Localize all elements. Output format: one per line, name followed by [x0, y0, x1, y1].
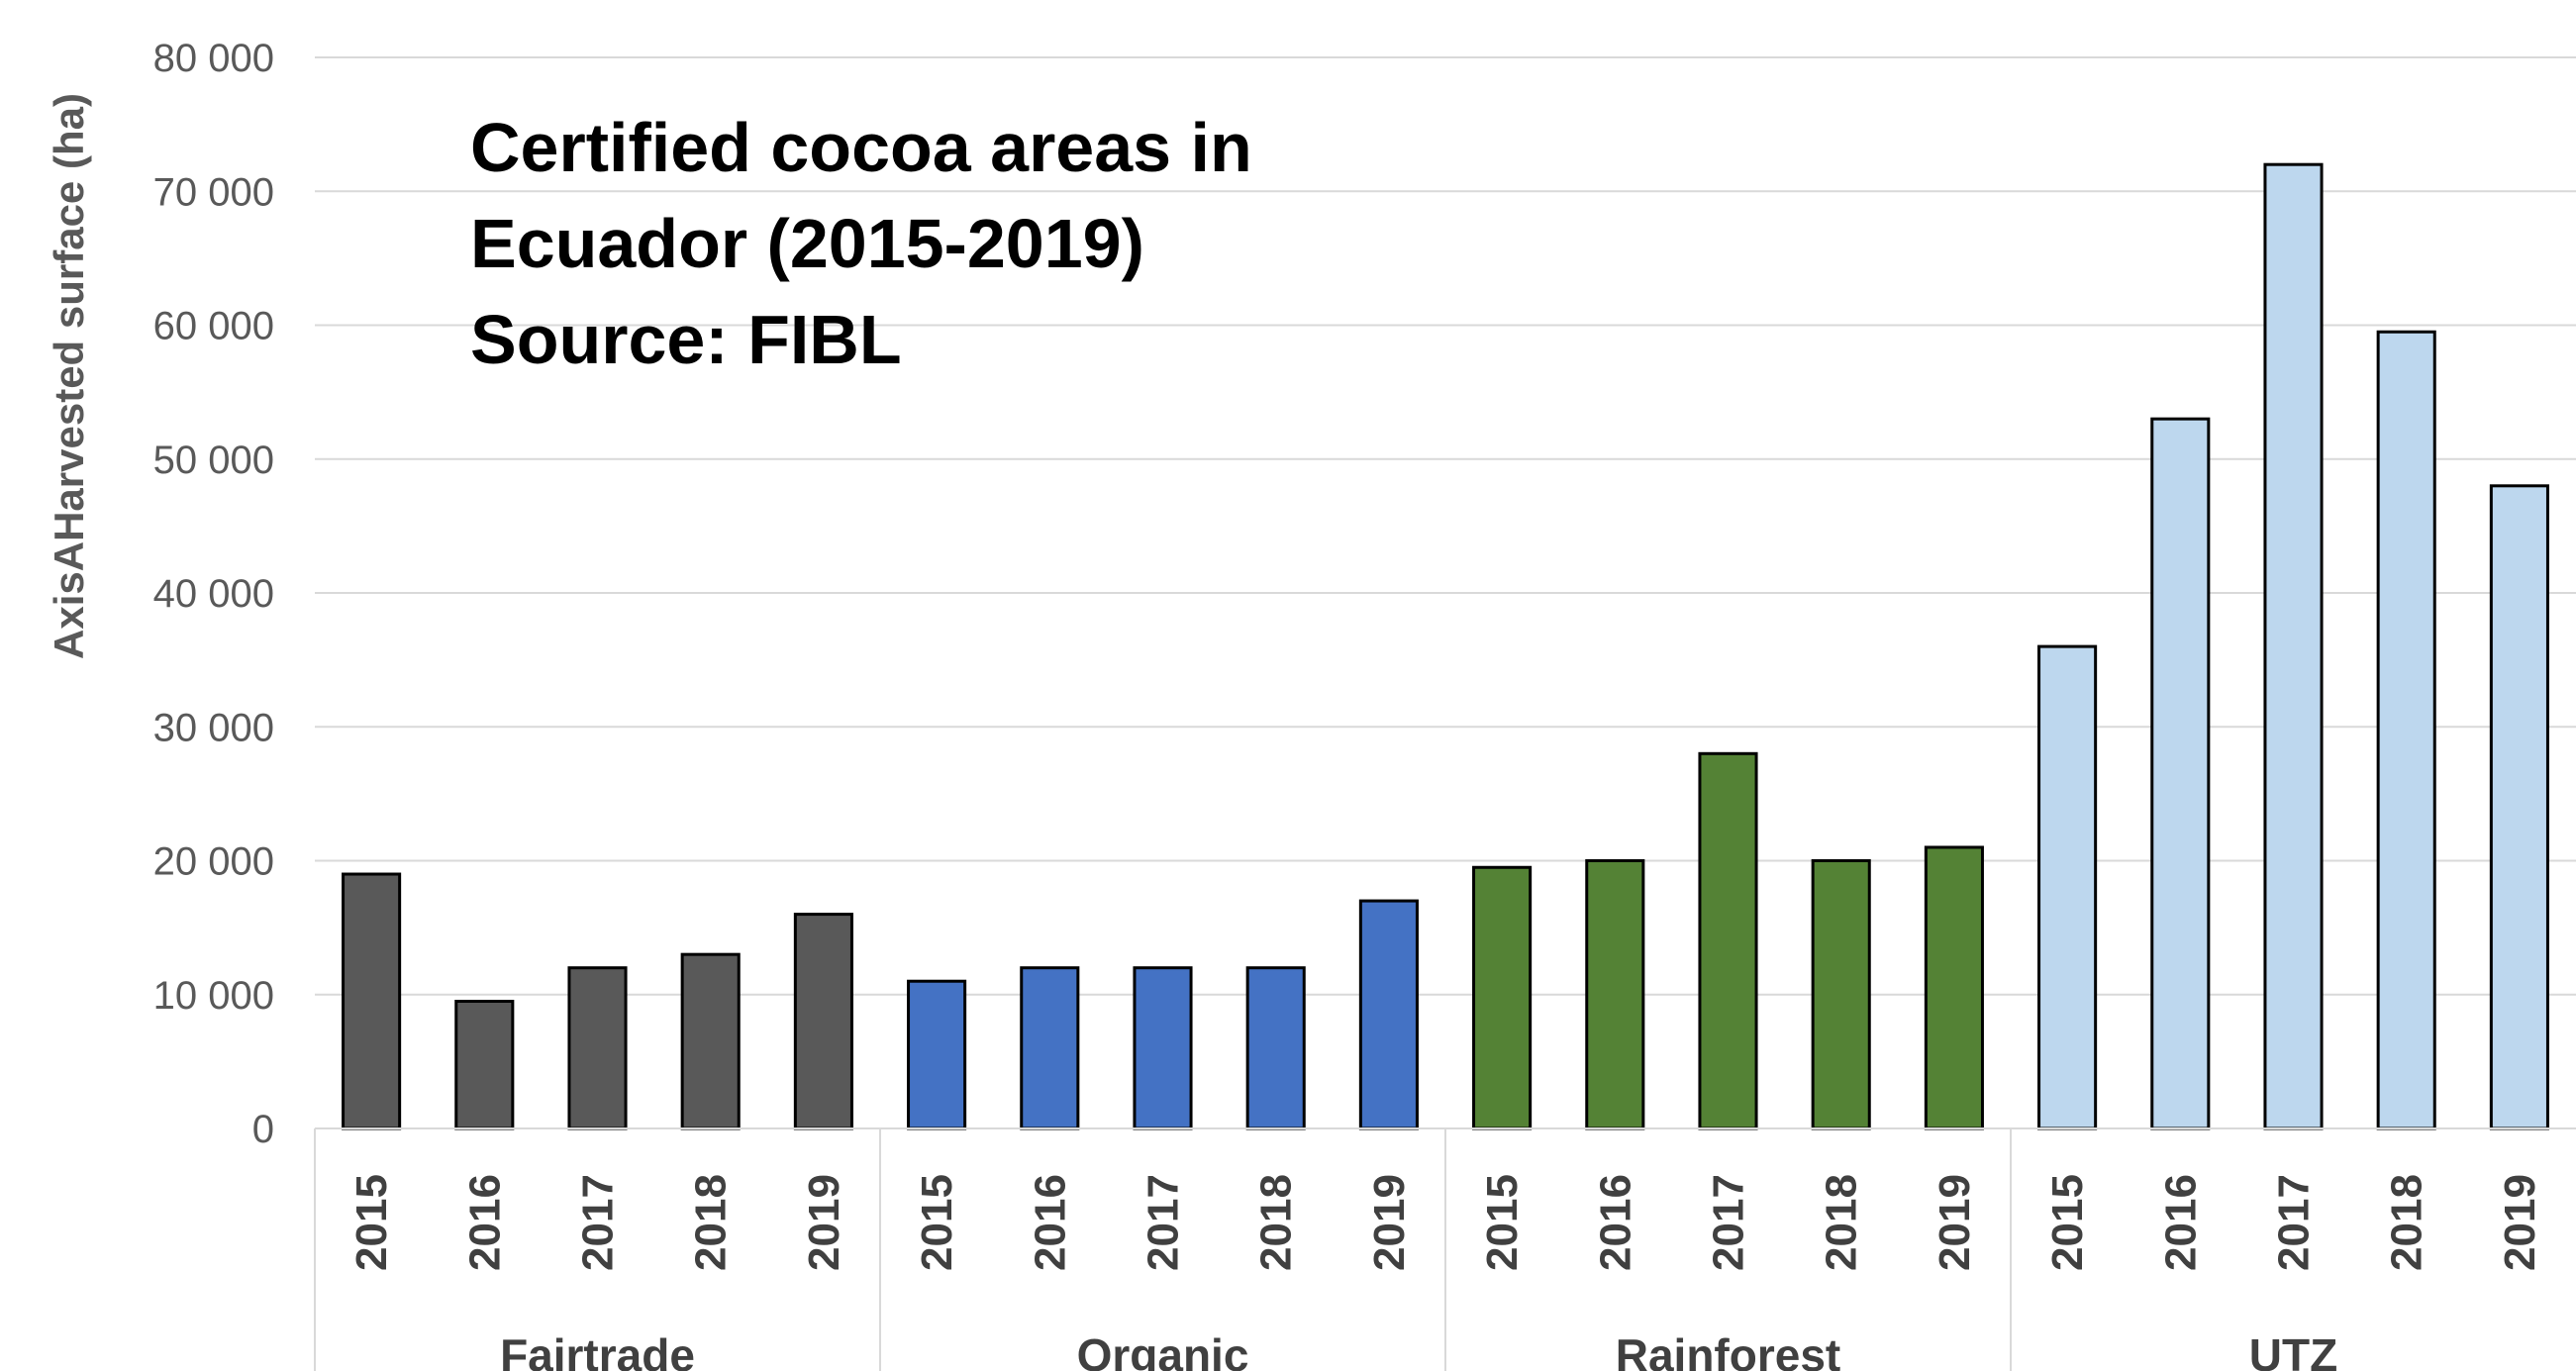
chart-title-line-1: Certified cocoa areas in	[470, 109, 1252, 186]
x-axis: 2015 2016 2017 2018 2019 Fairtrade 2015 2016 201…	[314, 1127, 2576, 1371]
x-tick-label: 2017	[574, 1174, 623, 1271]
x-tick-label: 2016	[2156, 1174, 2205, 1271]
bar-utz-2016	[2150, 417, 2211, 1130]
bar-rainforest-2019	[1924, 845, 1984, 1130]
bar-organic-2018	[1245, 966, 1306, 1130]
y-tick-label: 80 000	[153, 37, 274, 80]
x-tick-label: 2019	[2496, 1174, 2544, 1271]
group-label-fairtrade: Fairtrade	[500, 1329, 695, 1371]
bar-organic-2015	[907, 979, 967, 1130]
group-label-utz: UTZ	[2249, 1329, 2337, 1371]
x-tick-label: 2019	[1365, 1174, 1414, 1271]
bar-rainforest-2017	[1698, 751, 1758, 1130]
y-tick-label: 40 000	[153, 572, 274, 616]
x-tick-label: 2015	[913, 1174, 961, 1271]
x-tick-label: 2015	[1478, 1174, 1527, 1271]
y-tick-label: 60 000	[153, 305, 274, 348]
y-tick-label: 0	[252, 1108, 274, 1151]
x-tick-label: 2018	[1818, 1174, 1866, 1271]
x-tick-label: 2017	[2270, 1174, 2319, 1271]
bar-rainforest-2018	[1811, 859, 1871, 1130]
x-tick-label: 2017	[1705, 1174, 1753, 1271]
x-tick-label: 2015	[2043, 1174, 2092, 1271]
group-label-organic: Organic	[1077, 1329, 1249, 1371]
x-tick-label: 2018	[1252, 1174, 1301, 1271]
x-tick-label: 2019	[1931, 1174, 1979, 1271]
x-tick-label: 2017	[1139, 1174, 1188, 1271]
y-tick-label: 30 000	[153, 706, 274, 749]
bar-utz-2017	[2263, 162, 2324, 1130]
bar-utz-2015	[2037, 644, 2098, 1130]
group-label-rainforest: Rainforest	[1616, 1329, 1840, 1371]
x-tick-label: 2016	[1026, 1174, 1074, 1271]
bar-fairtrade-2017	[567, 966, 628, 1130]
x-tick-label: 2016	[1591, 1174, 1639, 1271]
bar-utz-2018	[2376, 330, 2436, 1130]
x-tick-label: 2016	[460, 1174, 509, 1271]
chart-title-line-2: Ecuador (2015-2019)	[470, 205, 1144, 282]
x-tick-label: 2019	[800, 1174, 848, 1271]
y-axis-title: AxisAHarvested surface (ha)	[46, 93, 92, 659]
bar-fairtrade-2019	[793, 913, 853, 1130]
bar-fairtrade-2015	[342, 872, 402, 1130]
bars	[342, 162, 2549, 1130]
bar-fairtrade-2018	[680, 952, 741, 1130]
y-axis-ticks: 0 10 000 20 000 30 000 40 000 50 000 60 000 70 …	[153, 37, 274, 1151]
x-tick-label: 2018	[687, 1174, 736, 1271]
y-tick-label: 10 000	[153, 974, 274, 1018]
bar-organic-2017	[1133, 966, 1193, 1130]
bar-organic-2019	[1358, 899, 1419, 1130]
bar-rainforest-2016	[1585, 859, 1645, 1130]
bar-rainforest-2015	[1472, 865, 1533, 1130]
bar-utz-2019	[2489, 484, 2549, 1130]
x-tick-label: 2018	[2383, 1174, 2431, 1271]
y-tick-label: 50 000	[153, 439, 274, 482]
bar-organic-2016	[1020, 966, 1080, 1130]
x-tick-label: 2015	[347, 1174, 396, 1271]
chart-title: Certified cocoa areas in Ecuador (2015-2…	[470, 109, 1252, 378]
bar-fairtrade-2016	[454, 1000, 515, 1130]
chart-title-line-3: Source: FIBL	[470, 301, 902, 378]
y-tick-label: 20 000	[153, 840, 274, 884]
y-tick-label: 70 000	[153, 170, 274, 214]
